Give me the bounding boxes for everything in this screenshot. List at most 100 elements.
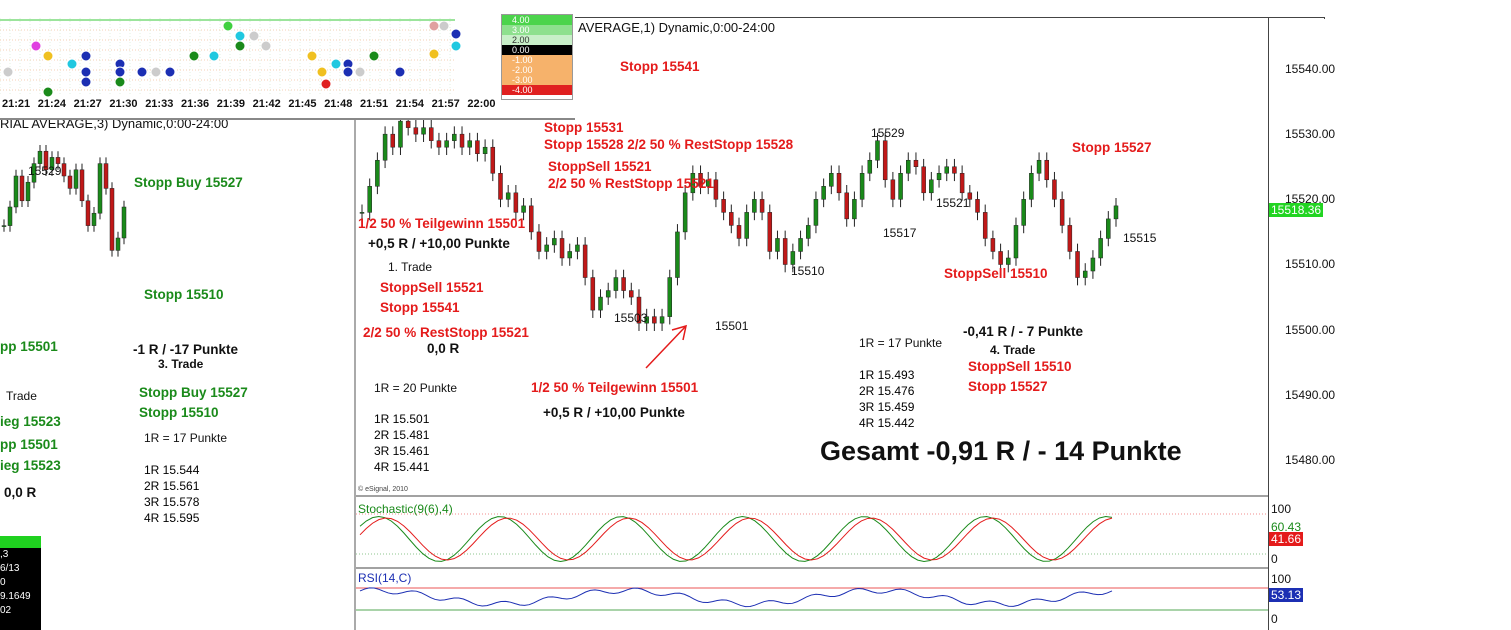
main-price-chart <box>356 113 1272 611</box>
mini-dot <box>354 66 366 78</box>
mini-dot <box>438 20 450 32</box>
main-chart-panel: AVERAGE,1) Dynamic,0:00-24:00 © eSignal,… <box>354 18 1272 630</box>
candle-body <box>444 140 449 148</box>
candle-body <box>690 173 696 194</box>
swing-label-15517: 15517 <box>883 226 917 240</box>
left-pp-2: pp 15501 <box>0 437 58 452</box>
left-candle-body <box>49 157 55 171</box>
mini-dot <box>188 50 200 62</box>
stoch-tick-100: 100 <box>1271 502 1292 516</box>
candle-body <box>1082 270 1088 278</box>
candle-body <box>1098 238 1103 259</box>
candle-body <box>582 244 588 278</box>
candle-body <box>490 146 496 174</box>
candle-body <box>452 133 457 141</box>
mini-dot <box>450 28 462 40</box>
scale-0: 0.00 <box>502 45 572 55</box>
info-line-5: 02 <box>0 605 12 616</box>
candle-body <box>967 192 973 200</box>
left-candle-body <box>73 169 79 189</box>
candle-body <box>575 244 580 252</box>
candle-body <box>744 212 749 239</box>
ann-level-4r: 4R 15.441 <box>374 460 430 474</box>
mini-dot <box>2 66 14 78</box>
rsi-tick-0: 0 <box>1271 612 1278 626</box>
candle-body <box>513 192 519 213</box>
candle-body <box>1113 205 1119 220</box>
price-tick-15510: 15510.00 <box>1285 257 1336 271</box>
left-level-1r: 1R 15.544 <box>144 463 200 477</box>
info-line-3: 0 <box>0 577 6 588</box>
mini-dot <box>368 50 380 62</box>
mini-dots-plot <box>0 18 462 98</box>
candle-body <box>775 238 780 252</box>
candle-body <box>813 199 819 226</box>
candle-body <box>944 166 949 174</box>
candle-body <box>505 192 511 200</box>
candle-body <box>428 127 434 141</box>
candle-body <box>805 225 811 239</box>
ann-stopp-15528: Stopp 15528 2/2 50 % RestStopp 15528 <box>544 137 794 152</box>
mini-dot <box>320 78 332 90</box>
rsi-label: RSI(14,C) <box>358 571 412 585</box>
left-stopp-2: Stopp 15510 <box>139 405 219 420</box>
candle-body <box>1021 199 1026 226</box>
ann-r-def-1: 1R = 20 Punkte <box>374 381 458 395</box>
scale-3: 3.00 <box>502 25 572 35</box>
candle-body <box>844 192 849 220</box>
axis-top-rule <box>1324 18 1325 20</box>
ann-result-2: +0,5 R / +10,00 Punkte <box>543 405 685 420</box>
mini-time-tick: 22:00 <box>467 98 496 110</box>
scale-2: 2.00 <box>502 35 572 45</box>
mini-dot <box>316 66 328 78</box>
left-candle-body <box>97 163 103 214</box>
mini-time-tick: 21:21 <box>2 98 31 110</box>
candle-body <box>736 225 742 239</box>
candle-body <box>436 140 442 148</box>
candle-body <box>767 212 773 252</box>
candle-body <box>375 159 380 187</box>
candle-body <box>959 173 965 194</box>
mini-dot <box>114 66 126 78</box>
ann-stoppsell-15521-b: StoppSell 15521 <box>380 280 484 295</box>
red-arrow-shaft <box>645 325 687 369</box>
candle-body <box>521 205 526 213</box>
swing-label-15501: 15501 <box>715 319 749 333</box>
ann-r-zero: 0,0 R <box>427 341 460 356</box>
swing-label-15515: 15515 <box>1123 231 1157 245</box>
price-tick-15530: 15530.00 <box>1285 127 1336 141</box>
mini-time-tick: 21:54 <box>395 98 424 110</box>
left-pp-1: pp 15501 <box>0 339 58 354</box>
swing-label-15510: 15510 <box>791 264 825 278</box>
candle-body <box>1052 179 1057 200</box>
candle-body <box>929 179 934 194</box>
candle-body <box>998 251 1003 265</box>
info-line-4: 9.1649 <box>0 591 31 602</box>
candle-body <box>1090 257 1096 272</box>
candle-body <box>705 179 711 187</box>
candle-body <box>821 186 826 200</box>
mini-time-tick: 21:51 <box>360 98 389 110</box>
scale-m3: -3.00 <box>502 75 572 85</box>
ann-level-3r: 3R 15.461 <box>374 444 430 458</box>
candle-body <box>882 140 888 181</box>
left-trade-3: 3. Trade <box>158 357 204 371</box>
mini-time-tick: 21:42 <box>252 98 281 110</box>
left-candle-body <box>91 212 97 226</box>
mini-dot <box>394 66 406 78</box>
candle-body <box>652 316 657 324</box>
candle-body <box>975 199 980 213</box>
candle-body <box>667 277 673 317</box>
ann-stopp-15541: Stopp 15541 <box>380 300 460 315</box>
ann-stopp-15527-b: Stopp 15527 <box>968 379 1048 394</box>
left-candle-body <box>79 169 85 202</box>
mini-time-axis: 21:21 21:24 21:27 21:30 21:33 21:36 21:39 21:42… <box>0 98 500 112</box>
mini-dot <box>260 40 272 52</box>
candle-body <box>759 199 765 213</box>
candle-body <box>1013 225 1019 259</box>
candle-body <box>752 199 757 213</box>
candle-body <box>559 238 565 259</box>
ann-teilgewinn-2: 1/2 50 % Teilgewinn 15501 <box>531 380 699 395</box>
candle-body <box>544 244 549 252</box>
main-top-rule <box>575 17 1325 18</box>
